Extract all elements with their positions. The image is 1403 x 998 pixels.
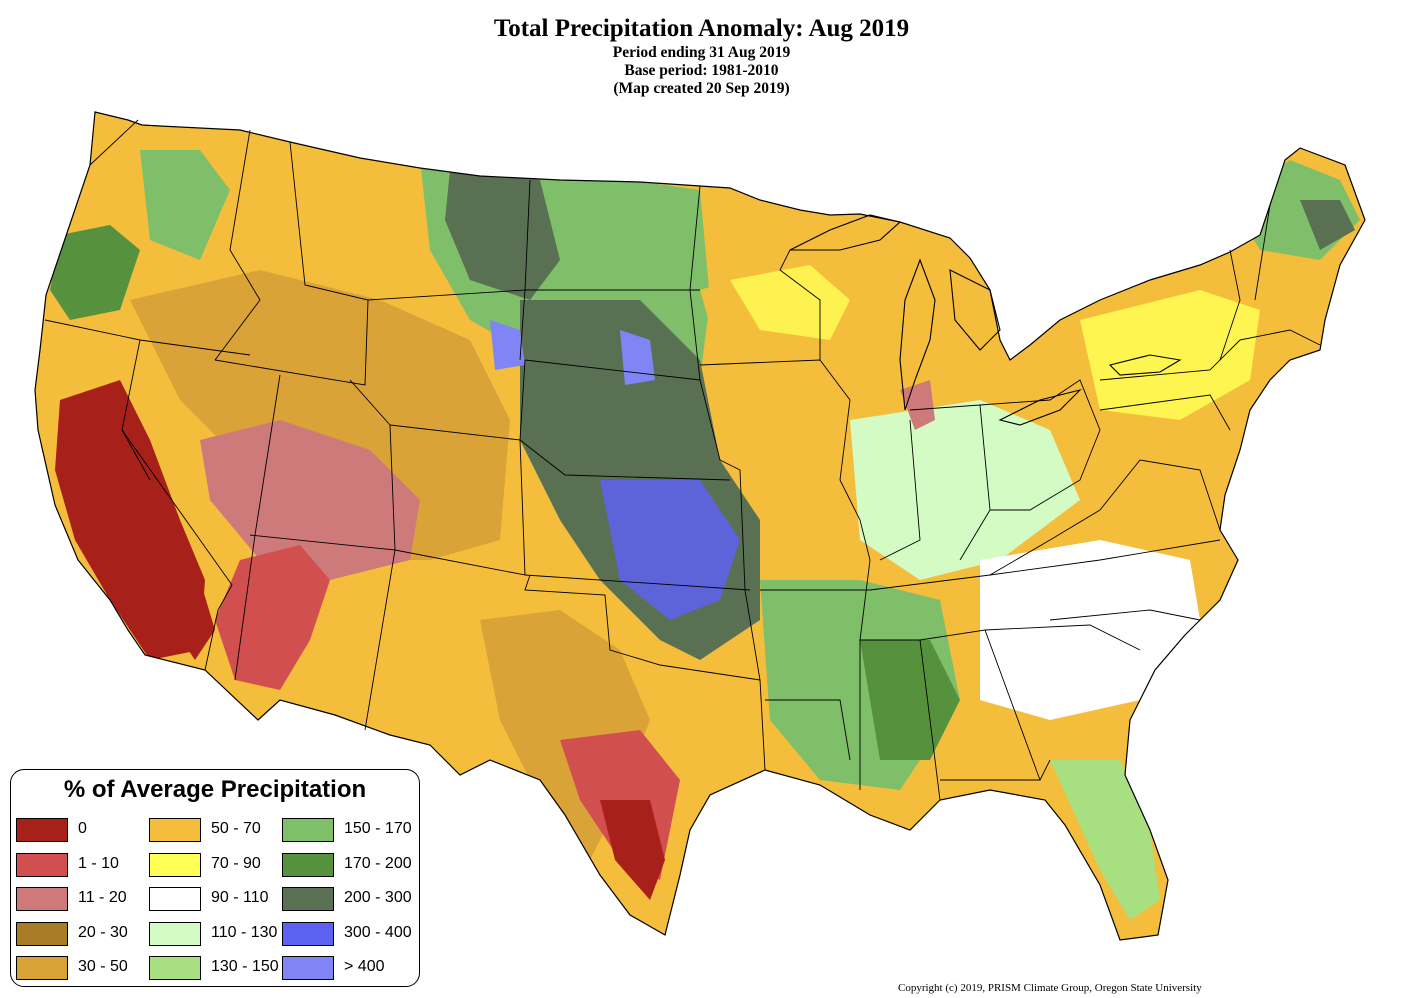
- legend-item: 130 - 150: [149, 956, 284, 982]
- legend-label: 0: [78, 820, 87, 837]
- legend-label: 150 - 170: [344, 820, 412, 837]
- legend-swatch: [149, 887, 201, 911]
- legend-swatch: [282, 956, 334, 980]
- legend-item: 200 - 300: [282, 887, 417, 913]
- legend-swatch: [16, 956, 68, 980]
- period-ending: Period ending 31 Aug 2019: [612, 44, 791, 61]
- legend-item: 1 - 10: [16, 852, 151, 879]
- legend-label: 70 - 90: [211, 854, 261, 872]
- copyright-notice: Copyright (c) 2019, PRISM Climate Group,…: [898, 982, 1202, 994]
- legend-swatch: [16, 921, 68, 946]
- legend-item: 20 - 30: [16, 921, 151, 948]
- legend-label: 130 - 150: [211, 958, 279, 975]
- legend-swatch: [282, 852, 334, 877]
- legend-label: 90 - 110: [211, 889, 269, 906]
- legend-item: 300 - 400: [282, 921, 417, 948]
- legend: % of Average Precipitation 0 1 - 10 11 -…: [10, 769, 420, 987]
- legend-label: 170 - 200: [344, 854, 412, 872]
- legend-item: 11 - 20: [16, 887, 151, 913]
- state-boundaries: [44, 119, 1321, 801]
- legend-label: 110 - 130: [211, 923, 278, 941]
- great-lakes-shorelines: [789, 214, 1182, 426]
- map-created-date: (Map created 20 Sep 2019): [613, 80, 790, 97]
- legend-label: 200 - 300: [344, 889, 412, 906]
- legend-item: 0: [16, 818, 151, 844]
- legend-swatch: [282, 887, 334, 911]
- map-header: Total Precipitation Anomaly: Aug 2019 Pe…: [0, 14, 1403, 98]
- legend-swatch: [282, 921, 334, 946]
- legend-swatch: [149, 852, 201, 877]
- legend-item: 110 - 130: [149, 921, 284, 948]
- legend-label: 20 - 30: [78, 923, 128, 941]
- legend-label: 300 - 400: [344, 923, 412, 941]
- legend-label: > 400: [344, 958, 385, 975]
- legend-label: 11 - 20: [78, 889, 127, 906]
- base-period: Base period: 1981-2010: [624, 62, 779, 79]
- legend-swatch: [149, 818, 201, 842]
- legend-item: > 400: [282, 956, 417, 982]
- legend-label: 50 - 70: [211, 820, 261, 837]
- legend-item: 170 - 200: [282, 852, 417, 879]
- legend-swatch: [149, 921, 201, 946]
- legend-swatch: [282, 818, 334, 842]
- legend-item: 50 - 70: [149, 818, 284, 844]
- legend-swatch: [16, 887, 68, 911]
- legend-item: 90 - 110: [149, 887, 284, 913]
- map-title: Total Precipitation Anomaly: Aug 2019: [493, 15, 910, 42]
- legend-swatch: [149, 956, 201, 980]
- legend-item: 150 - 170: [282, 818, 417, 844]
- legend-title: % of Average Precipitation: [63, 776, 367, 803]
- legend-label: 30 - 50: [78, 958, 128, 975]
- legend-item: 70 - 90: [149, 852, 284, 879]
- legend-swatch: [16, 852, 68, 877]
- legend-label: 1 - 10: [78, 854, 119, 872]
- legend-item: 30 - 50: [16, 956, 151, 982]
- legend-swatch: [16, 818, 68, 842]
